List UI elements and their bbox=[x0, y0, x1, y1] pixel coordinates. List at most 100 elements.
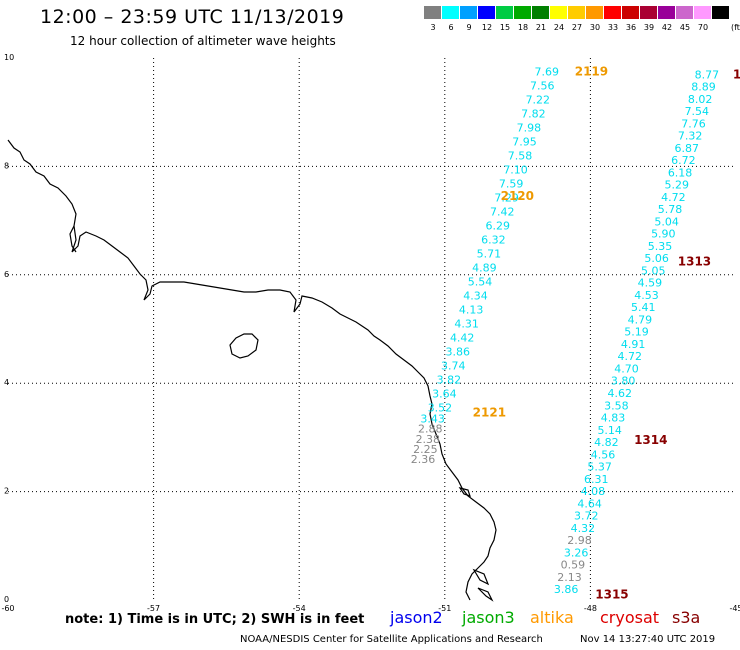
wave-height-value: 7.98 bbox=[517, 122, 542, 135]
wave-height-value: 2.98 bbox=[567, 534, 592, 547]
island-outline bbox=[229, 333, 259, 359]
x-tick-label: -54 bbox=[293, 604, 306, 613]
pass-time-label: 2121 bbox=[473, 405, 506, 419]
wave-height-value: 7.95 bbox=[512, 136, 537, 149]
x-tick-label: -51 bbox=[438, 604, 451, 613]
wave-height-value: 3.86 bbox=[554, 583, 579, 596]
scale-swatch bbox=[640, 6, 658, 19]
scale-swatch bbox=[532, 6, 550, 19]
scale-label: 24 bbox=[553, 23, 565, 32]
x-tick-label: -45 bbox=[729, 604, 740, 613]
wave-height-value: 6.72 bbox=[671, 154, 696, 167]
wave-height-value: 3.86 bbox=[445, 346, 470, 359]
scale-swatch bbox=[496, 6, 514, 19]
scale-label: 30 bbox=[589, 23, 601, 32]
scale-label: 9 bbox=[466, 23, 472, 32]
river-mouth-outline bbox=[458, 487, 494, 602]
wave-height-value: 6.18 bbox=[668, 166, 693, 179]
wave-height-value: 4.72 bbox=[618, 350, 643, 363]
wave-height-value: 6.29 bbox=[486, 220, 511, 233]
wave-height-value: 2.25 bbox=[413, 443, 438, 456]
wave-height-value: 2.13 bbox=[557, 571, 582, 584]
wave-height-value: 7.10 bbox=[503, 164, 528, 177]
scale-swatch bbox=[442, 6, 460, 19]
wave-height-value: 3.43 bbox=[420, 412, 445, 425]
scale-label: 21 bbox=[535, 23, 547, 32]
wave-height-value: 5.41 bbox=[631, 301, 656, 314]
wave-height-value: 4.89 bbox=[472, 262, 497, 275]
wave-height-value: 5.19 bbox=[624, 326, 649, 339]
wave-height-value: 7.82 bbox=[521, 108, 546, 121]
wave-height-value: 7.59 bbox=[499, 178, 524, 191]
graticule-grid bbox=[8, 58, 736, 600]
wave-height-value: 0.59 bbox=[561, 559, 586, 572]
scale-swatch bbox=[712, 6, 730, 19]
scale-swatch bbox=[460, 6, 478, 19]
scale-swatch bbox=[424, 6, 442, 19]
wave-height-value: 6.32 bbox=[481, 234, 506, 247]
scale-label: 15 bbox=[499, 23, 511, 32]
wave-height-value: 5.06 bbox=[644, 252, 669, 265]
pass-time-label: 1313 bbox=[678, 254, 711, 268]
wave-height-value: 3.58 bbox=[604, 399, 629, 412]
wave-height-value: 4.32 bbox=[571, 522, 596, 535]
axis-ticks: -60 -57 -54 -51 -48 -45 10 8 6 4 2 0 bbox=[1, 53, 740, 613]
wave-height-value: 4.64 bbox=[577, 497, 602, 510]
wave-height-value: 8.77 bbox=[695, 68, 720, 81]
wave-height-value: 4.91 bbox=[621, 338, 646, 351]
wave-height-value: 4.62 bbox=[608, 387, 633, 400]
note-text: note: 1) Time is in UTC; 2) SWH is in fe… bbox=[65, 612, 365, 627]
wave-height-value: 4.70 bbox=[614, 362, 639, 375]
scale-swatch bbox=[658, 6, 676, 19]
wave-height-value: 2.38 bbox=[416, 433, 441, 446]
wave-height-value: 5.54 bbox=[468, 276, 493, 289]
scale-label: 70 bbox=[697, 23, 709, 32]
scale-label: 6 bbox=[448, 23, 454, 32]
satellite-label-s3a: s3a bbox=[672, 608, 701, 627]
y-tick-label: 2 bbox=[4, 487, 9, 496]
scale-swatch bbox=[676, 6, 694, 19]
coastline bbox=[7, 139, 497, 602]
wave-height-value: 3.64 bbox=[432, 388, 457, 401]
scale-label: 45 bbox=[679, 23, 691, 32]
wave-height-value: 5.04 bbox=[654, 215, 679, 228]
wave-height-value: 5.35 bbox=[648, 240, 673, 253]
wave-height-value: 5.14 bbox=[597, 424, 622, 437]
wave-height-value: 7.32 bbox=[678, 130, 703, 143]
wave-height-value: 3.72 bbox=[574, 510, 599, 523]
scale-label: 33 bbox=[607, 23, 619, 32]
wave-height-value: 4.53 bbox=[634, 289, 659, 302]
pass-time-label: 1315 bbox=[595, 588, 628, 602]
y-tick-label: 4 bbox=[4, 378, 9, 387]
map-title: 12:00 – 23:59 UTC 11/13/2019 bbox=[40, 6, 345, 28]
scale-swatch bbox=[550, 6, 568, 19]
scale-label: 3 bbox=[430, 23, 436, 32]
wave-height-value: 5.71 bbox=[477, 248, 502, 261]
wave-height-value: 5.90 bbox=[651, 228, 676, 241]
scale-swatch bbox=[694, 6, 712, 19]
wave-height-value: 2.88 bbox=[418, 423, 443, 436]
wave-height-value: 2.36 bbox=[411, 453, 436, 466]
scale-swatch bbox=[622, 6, 640, 19]
y-tick-label: 10 bbox=[4, 53, 14, 62]
wave-height-value: 3.74 bbox=[441, 360, 466, 373]
wave-height-value: 5.78 bbox=[658, 203, 683, 216]
wave-height-value: 4.08 bbox=[581, 485, 606, 498]
satellite-label-cryosat: cryosat bbox=[600, 608, 660, 627]
wave-height-value: 8.89 bbox=[691, 81, 716, 94]
pass-time-label: 1314 bbox=[634, 433, 667, 447]
wave-height-value: 7.76 bbox=[681, 117, 706, 130]
scale-unit-label: (ft) bbox=[731, 23, 740, 32]
map-subtitle: 12 hour collection of altimeter wave hei… bbox=[70, 34, 336, 48]
wave-height-value: 4.56 bbox=[591, 448, 616, 461]
scale-label: 42 bbox=[661, 23, 673, 32]
pass-time-label: 2119 bbox=[575, 65, 608, 79]
wave-height-value: 4.34 bbox=[463, 290, 488, 303]
scale-label: 27 bbox=[571, 23, 583, 32]
pass-time-label: 1312 bbox=[733, 67, 740, 81]
wave-height-value: 7.22 bbox=[526, 94, 551, 107]
scale-label: 18 bbox=[517, 23, 529, 32]
wave-height-value: 3.52 bbox=[428, 402, 453, 415]
satellite-label-altika: altika bbox=[530, 608, 574, 627]
y-tick-label: 0 bbox=[4, 595, 9, 604]
